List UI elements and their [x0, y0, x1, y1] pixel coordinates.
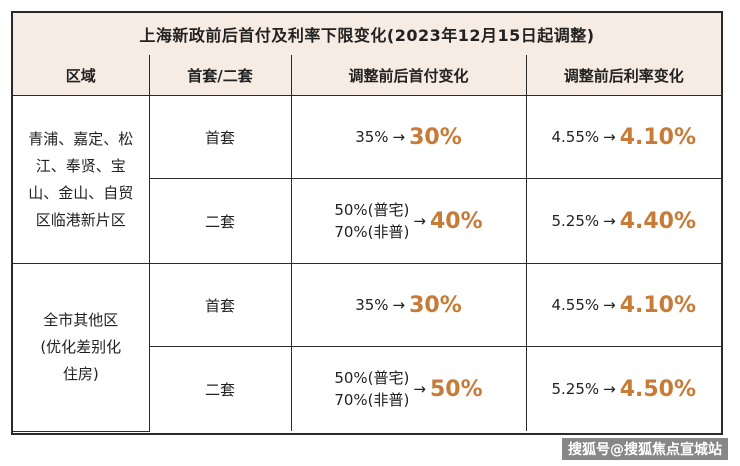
rate-after: 4.50%	[619, 376, 697, 402]
arrow-icon: →	[603, 380, 616, 398]
down-before: 50%(普宅)	[334, 201, 410, 219]
policy-table-frame: 上海新政前后首付及利率下限变化(2023年12月15日起调整) 区域 首套/二套…	[11, 11, 723, 435]
region-line: 青浦、嘉定、松	[28, 129, 134, 148]
rate-change: 5.25% → 4.40%	[525, 178, 721, 264]
down-after: 40%	[429, 208, 483, 234]
region-line: 江、奉贤、宝	[35, 156, 126, 175]
rate-before: 4.55%	[551, 296, 600, 314]
down-payment-change: 50%(普宅) 70%(非普) → 50%	[290, 346, 527, 431]
rate-before: 5.25%	[551, 212, 600, 230]
house-type: 二套	[149, 178, 292, 264]
arrow-icon: →	[413, 212, 426, 230]
arrow-icon: →	[392, 128, 406, 146]
header-row: 区域 首套/二套 调整前后首付变化 调整前后利率变化	[13, 55, 721, 96]
house-type: 首套	[148, 263, 292, 347]
house-type: 二套	[149, 346, 292, 431]
down-payment-change: 35% → 30%	[290, 263, 527, 347]
table-title: 上海新政前后首付及利率下限变化(2023年12月15日起调整)	[13, 13, 721, 57]
region-line: 住房)	[62, 364, 99, 383]
rate-after: 4.40%	[619, 208, 697, 234]
table-row: 全市其他区 (优化差别化 住房) 首套 35% → 30% 4.55% → 4.10%	[13, 263, 721, 432]
down-after: 30%	[409, 292, 462, 318]
arrow-icon: →	[603, 212, 616, 230]
rate-after: 4.10%	[619, 292, 697, 318]
rate-before: 5.25%	[551, 380, 600, 398]
arrow-icon: →	[413, 380, 426, 398]
down-after: 50%	[429, 376, 483, 402]
header-down-payment: 调整前后首付变化	[290, 55, 527, 96]
region-cell: 青浦、嘉定、松 江、奉贤、宝 山、金山、自贸 区临港新片区	[13, 95, 150, 264]
region-line: 山、金山、自贸	[28, 183, 134, 202]
house-type: 首套	[148, 95, 292, 179]
watermark: 搜狐号@搜狐焦点宣城站	[562, 438, 728, 460]
header-rate: 调整前后利率变化	[525, 55, 721, 96]
down-payment-change: 35% → 30%	[290, 95, 527, 179]
down-before: 35%	[355, 128, 389, 146]
rate-change: 4.55% → 4.10%	[525, 95, 721, 179]
down-before: 70%(非普)	[334, 223, 410, 241]
down-payment-change: 50%(普宅) 70%(非普) → 40%	[290, 178, 527, 264]
arrow-icon: →	[392, 296, 406, 314]
policy-table: 区域 首套/二套 调整前后首付变化 调整前后利率变化 青浦、嘉定、松 江、奉贤、…	[13, 55, 721, 432]
header-region: 区域	[13, 55, 150, 96]
rate-after: 4.10%	[619, 124, 697, 150]
down-after: 30%	[409, 124, 462, 150]
down-before: 70%(非普)	[334, 391, 410, 409]
region-line: (优化差别化	[40, 337, 122, 356]
arrow-icon: →	[603, 128, 616, 146]
arrow-icon: →	[603, 296, 616, 314]
table-row: 二套 50%(普宅) 70%(非普) → 50% 5.25% → 4.50%	[13, 346, 721, 431]
table-row: 青浦、嘉定、松 江、奉贤、宝 山、金山、自贸 区临港新片区 首套 35% → 30%…	[13, 95, 721, 264]
table-row: 二套 50%(普宅) 70%(非普) → 40% 5.25% → 4.40%	[13, 178, 721, 264]
rate-change: 4.55% → 4.10%	[525, 263, 721, 347]
rate-before: 4.55%	[551, 128, 600, 146]
region-line: 区临港新片区	[35, 210, 126, 229]
region-line: 全市其他区	[43, 310, 119, 329]
region-cell: 全市其他区 (优化差别化 住房)	[13, 263, 150, 432]
header-type: 首套/二套	[148, 55, 292, 96]
down-before: 35%	[355, 296, 389, 314]
down-before: 50%(普宅)	[334, 369, 410, 387]
rate-change: 5.25% → 4.50%	[525, 346, 721, 431]
